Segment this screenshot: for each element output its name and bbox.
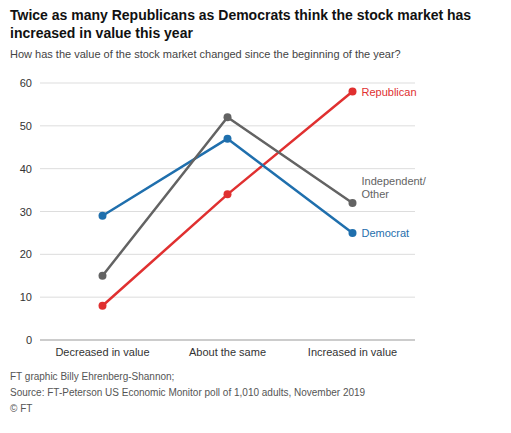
title-line: increased in value this year — [10, 25, 193, 41]
subtitle: How has the value of the stock market ch… — [10, 48, 401, 60]
x-axis-line — [40, 340, 415, 341]
series-line — [103, 139, 353, 233]
series-marker — [99, 272, 107, 280]
y-tick-label: 50 — [20, 120, 32, 132]
series-label: Independent/Other — [362, 175, 427, 200]
grid-line — [40, 254, 415, 255]
y-tick-label: 30 — [20, 206, 32, 218]
y-tick-label: 60 — [20, 77, 32, 89]
series-marker — [99, 302, 107, 310]
y-tick-label: 20 — [20, 248, 32, 260]
series-marker — [224, 113, 232, 121]
plot-marks — [99, 88, 357, 310]
series-line — [103, 117, 353, 275]
series-marker — [349, 199, 357, 207]
series-marker — [349, 88, 357, 96]
series-marker — [99, 212, 107, 220]
footnote: © FT — [10, 403, 32, 414]
series-label: Democrat — [362, 227, 410, 239]
y-tick-label: 10 — [20, 291, 32, 303]
y-tick-label: 40 — [20, 163, 32, 175]
series-label-line: Democrat — [362, 227, 410, 239]
series-label-line: Republican — [362, 86, 417, 98]
x-tick-label: Decreased in value — [55, 346, 149, 358]
footnote: FT graphic Billy Ehrenberg-Shannon; — [10, 371, 174, 382]
grid-line — [40, 125, 415, 126]
series-label-line: Other — [362, 188, 390, 200]
chart: Twice as many Republicans as Democrats t… — [0, 0, 511, 433]
footnote: Source: FT-Peterson US Economic Monitor … — [10, 387, 366, 398]
series-label-line: Independent/ — [362, 175, 427, 187]
grid-line — [40, 211, 415, 212]
series-label: Republican — [362, 86, 417, 98]
series-line — [103, 92, 353, 306]
series-marker — [224, 190, 232, 198]
x-tick-label: Increased in value — [308, 346, 397, 358]
grid-line — [40, 83, 415, 84]
title-line: Twice as many Republicans as Democrats t… — [10, 7, 471, 23]
grid-line — [40, 168, 415, 169]
title: Twice as many Republicans as Democrats t… — [10, 7, 471, 41]
series-marker — [224, 135, 232, 143]
series-marker — [349, 229, 357, 237]
grid-line — [40, 297, 415, 298]
y-tick-label: 0 — [26, 334, 32, 346]
x-tick-label: About the same — [189, 346, 266, 358]
grid-line — [40, 340, 415, 341]
